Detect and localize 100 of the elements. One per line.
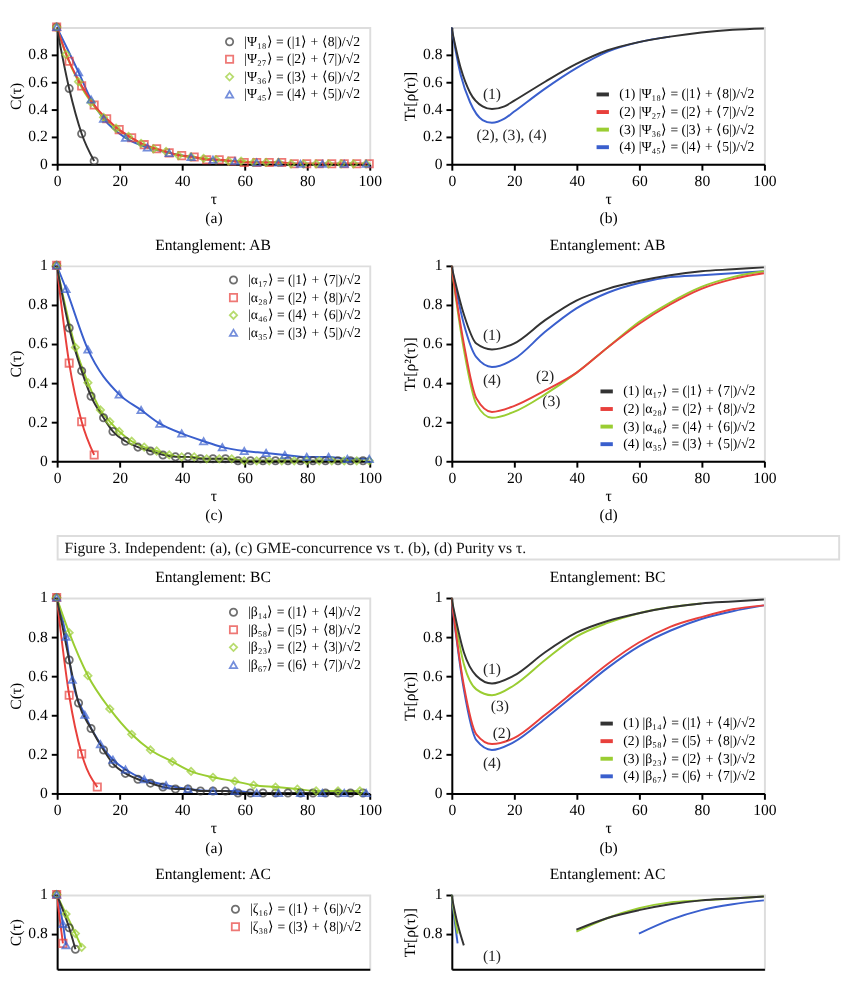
chart-title: Entanglement: BC <box>155 567 271 586</box>
chart-title: Entanglement: AC <box>155 864 271 883</box>
point <box>105 704 115 714</box>
x-tick-label: 40 <box>174 172 191 191</box>
x-tick-label: 0 <box>53 172 62 191</box>
point <box>64 84 74 94</box>
y-tick-label: 0.2 <box>423 412 443 431</box>
x-tick-label: 40 <box>569 469 586 488</box>
point <box>245 456 256 466</box>
point <box>261 448 271 458</box>
annotation: (2) <box>492 724 512 743</box>
y-axis-title: Tr[ρ(τ)] <box>401 670 420 721</box>
x-tick-label: 100 <box>358 801 383 820</box>
x-tick-label: 0 <box>448 172 457 191</box>
x-tick-label: 60 <box>632 469 648 488</box>
point <box>233 456 243 466</box>
point <box>83 378 93 388</box>
point <box>217 443 227 452</box>
x-tick-label: 40 <box>569 801 586 820</box>
point <box>136 405 146 415</box>
text: (b) <box>599 838 619 857</box>
x-tick-label: 100 <box>358 469 383 488</box>
point <box>249 780 259 790</box>
point <box>86 391 96 401</box>
point <box>145 745 155 755</box>
y-tick-label: 0.6 <box>423 666 443 685</box>
point <box>127 729 137 739</box>
y-tick-label: 0.6 <box>28 666 49 685</box>
point <box>139 442 149 452</box>
point <box>120 436 130 446</box>
annotation: (1) <box>482 85 502 104</box>
point <box>99 745 109 755</box>
y-tick-label: 0.4 <box>28 705 49 724</box>
x-tick-label: 100 <box>358 172 383 191</box>
point <box>320 456 331 466</box>
y-axis-title: Tr[ρ(τ)] <box>401 71 420 121</box>
point <box>64 690 74 700</box>
point <box>295 456 306 466</box>
point <box>289 456 299 466</box>
annotation: (1) <box>482 659 502 678</box>
annotation: (3) <box>490 696 510 715</box>
text: (d) <box>599 506 619 525</box>
point <box>170 452 180 462</box>
point <box>283 788 293 798</box>
y-tick-label: 0.6 <box>423 334 443 353</box>
x-tick-label: 100 <box>753 801 777 820</box>
point <box>133 442 143 452</box>
point <box>77 417 87 427</box>
point <box>264 456 274 466</box>
point <box>208 454 218 464</box>
point <box>74 698 84 708</box>
y-tick-label: 0.8 <box>423 627 443 646</box>
point <box>302 452 312 461</box>
point <box>77 942 87 952</box>
point <box>333 456 343 466</box>
point <box>258 456 268 466</box>
y-tick-label: 0.8 <box>28 295 49 314</box>
text: Figure 3. Independent: (a), (c) GME-concurrence vs τ. (b), (d) Purity vs τ. <box>64 538 527 557</box>
x-tick-label: 20 <box>507 469 523 488</box>
point <box>67 675 77 684</box>
point <box>158 450 168 460</box>
point <box>208 772 218 782</box>
point <box>64 56 74 66</box>
line-series <box>451 265 764 368</box>
point <box>108 759 118 769</box>
y-tick-label: 0.8 <box>423 45 443 64</box>
point <box>177 452 187 462</box>
y-tick-label: 1 <box>434 885 443 904</box>
point <box>61 284 71 293</box>
point <box>61 632 71 641</box>
point <box>199 437 209 446</box>
point <box>105 417 115 427</box>
annotation: (2), (3), (4) <box>476 126 548 145</box>
point <box>80 710 90 719</box>
x-tick-label: 20 <box>112 172 129 191</box>
point <box>189 452 199 462</box>
point <box>61 909 71 919</box>
x-axis-title: τ <box>210 818 218 837</box>
point <box>170 784 180 794</box>
x-axis-title: τ <box>605 818 612 837</box>
point <box>83 345 93 354</box>
text: (a) <box>205 209 224 228</box>
point <box>58 919 68 928</box>
text: (a) <box>205 838 224 857</box>
y-tick-label: 0 <box>40 451 49 470</box>
x-tick-label: 80 <box>299 172 316 191</box>
x-tick-label: 0 <box>448 469 457 488</box>
chart-title: Entanglement: AB <box>155 235 271 254</box>
x-tick-label: 20 <box>507 801 523 820</box>
point <box>139 775 149 784</box>
x-tick-label: 60 <box>632 172 648 191</box>
x-tick-label: 40 <box>174 801 191 820</box>
y-tick-label: 1 <box>434 588 443 607</box>
point <box>227 454 237 464</box>
x-tick-label: 0 <box>448 801 457 820</box>
point <box>183 452 193 462</box>
annotation: (2) <box>536 366 556 385</box>
y-tick-label: 0.6 <box>28 72 49 91</box>
point <box>74 68 84 77</box>
point <box>177 429 187 438</box>
